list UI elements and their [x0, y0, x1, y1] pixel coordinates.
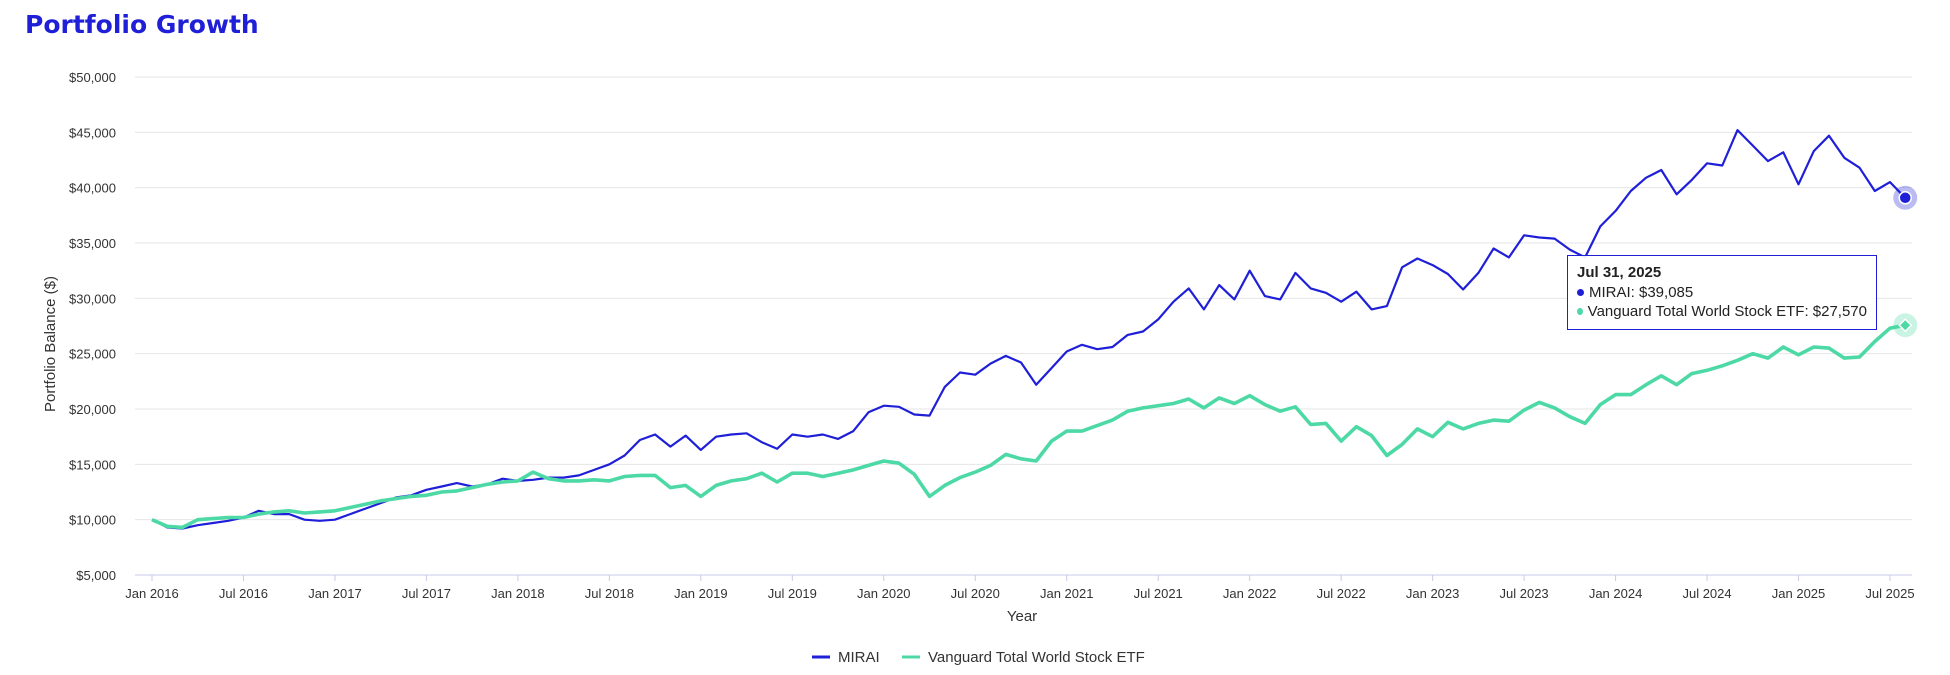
y-tick-label: $40,000 [69, 181, 116, 196]
x-tick-label: Jul 2017 [402, 586, 451, 601]
legend-label-mirai[interactable]: MIRAI [838, 649, 880, 666]
y-tick-label: $15,000 [69, 457, 116, 472]
tooltip-row-vanguard: Vanguard Total World Stock ETF: $27,570 [1577, 302, 1867, 321]
y-tick-label: $20,000 [69, 402, 116, 417]
x-tick-label: Jan 2018 [491, 586, 545, 601]
x-axis-label: Year [1007, 608, 1037, 625]
hover-markers [1893, 185, 1918, 338]
y-tick-label: $5,000 [76, 568, 116, 583]
x-tick-label: Jul 2021 [1134, 586, 1183, 601]
series-lines [151, 129, 1906, 530]
page-title: Portfolio Growth [25, 10, 259, 39]
y-axis-ticks: $5,000 $10,000 $15,000 $20,000 $25,000 $30,00… [69, 70, 116, 583]
gridlines [135, 76, 1912, 576]
x-tick-label: Jul 2025 [1865, 586, 1914, 601]
series-line-mirai[interactable] [151, 129, 1906, 530]
tooltip-dot-mirai [1577, 289, 1584, 296]
y-tick-label: $30,000 [69, 291, 116, 306]
x-tick-label: Jan 2023 [1406, 586, 1460, 601]
x-tick-label: Jul 2019 [768, 586, 817, 601]
y-axis-label: Portfolio Balance ($) [42, 276, 59, 412]
x-tick-label: Jul 2022 [1317, 586, 1366, 601]
legend: MIRAI Vanguard Total World Stock ETF [812, 649, 1145, 666]
x-tick-label: Jul 2023 [1500, 586, 1549, 601]
y-tick-label: $35,000 [69, 236, 116, 251]
tooltip-value-mirai: MIRAI: $39,085 [1589, 284, 1694, 301]
tooltip-row-mirai: MIRAI: $39,085 [1577, 283, 1867, 302]
hover-point-mirai[interactable] [1898, 191, 1912, 205]
tooltip-value-vanguard: Vanguard Total World Stock ETF: $27,570 [1587, 303, 1867, 320]
y-tick-label: $50,000 [69, 70, 116, 85]
x-tick-label: Jul 2024 [1682, 586, 1731, 601]
tooltip-dot-vanguard [1577, 308, 1583, 315]
legend-label-vanguard[interactable]: Vanguard Total World Stock ETF [928, 649, 1145, 666]
y-tick-label: $10,000 [69, 513, 116, 528]
x-tick-label: Jan 2019 [674, 586, 728, 601]
x-tick-label: Jan 2022 [1223, 586, 1277, 601]
x-tick-label: Jul 2020 [951, 586, 1000, 601]
hover-point-vanguard[interactable] [1898, 318, 1913, 333]
x-tick-label: Jan 2025 [1772, 586, 1826, 601]
x-tick-label: Jul 2016 [219, 586, 268, 601]
x-tick-label: Jul 2018 [585, 586, 634, 601]
x-tick-label: Jan 2021 [1040, 586, 1094, 601]
tooltip-date: Jul 31, 2025 [1577, 264, 1662, 281]
chart-tooltip: Jul 31, 2025 MIRAI: $39,085 Vanguard Tot… [1567, 255, 1877, 330]
x-tick-label: Jan 2017 [308, 586, 362, 601]
x-tick-label: Jan 2016 [125, 586, 179, 601]
y-tick-label: $45,000 [69, 125, 116, 140]
x-tick-label: Jan 2020 [857, 586, 911, 601]
y-tick-label: $25,000 [69, 347, 116, 362]
x-axis: Jan 2016 Jul 2016 Jan 2017 Jul 2017 Jan 2018… [125, 575, 1915, 601]
x-tick-label: Jan 2024 [1589, 586, 1643, 601]
series-line-vanguard[interactable] [151, 323, 1906, 530]
